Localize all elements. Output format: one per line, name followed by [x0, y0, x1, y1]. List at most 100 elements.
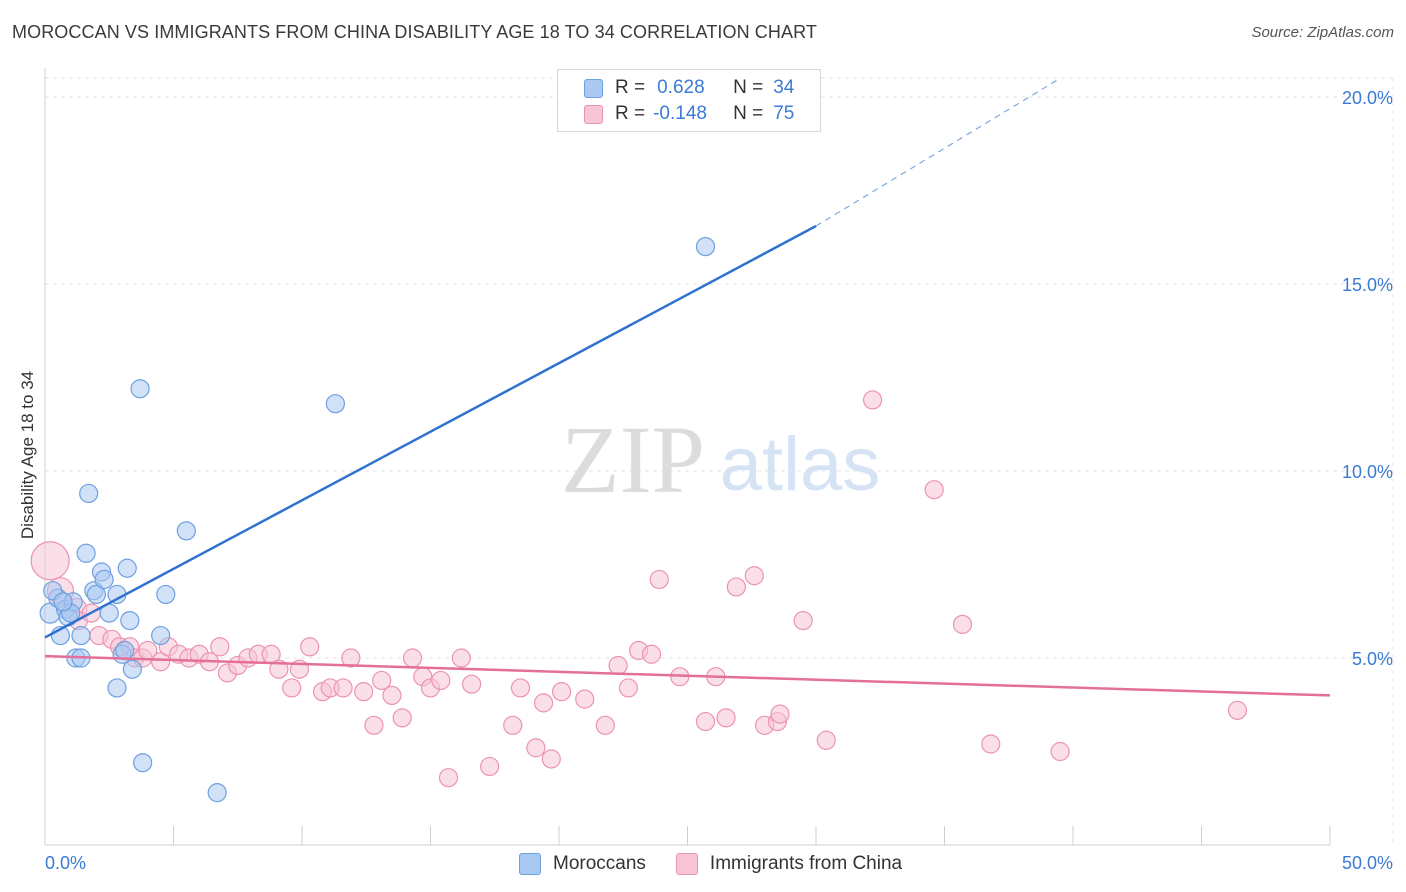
immigrants-from-china-point — [462, 674, 482, 694]
immigrants-from-china-point — [1227, 700, 1248, 720]
series-legend: Moroccans Immigrants from China — [519, 851, 932, 877]
legend-swatch-moroccans — [584, 78, 603, 98]
immigrants-from-china-point — [438, 768, 459, 788]
immigrants-from-china-point — [451, 648, 471, 668]
legend-r-value: 0.628 — [657, 77, 705, 98]
x-tick-label: 0.0% — [45, 853, 86, 873]
y-tick-label: 5.0% — [1352, 649, 1393, 669]
moroccans-point — [207, 783, 227, 803]
immigrants-from-china-point — [695, 711, 716, 732]
legend-label-moroccans: Moroccans — [553, 853, 646, 874]
legend-n-value: 75 — [773, 103, 795, 124]
legend-r-label: R = — [615, 77, 646, 98]
immigrants-from-china-point — [618, 678, 638, 698]
legend-swatch-immigrants-from-china — [675, 853, 698, 875]
immigrants-from-china-point — [269, 659, 289, 679]
immigrants-from-china-point — [533, 693, 554, 713]
moroccans-point — [86, 584, 107, 605]
moroccans-point — [130, 379, 150, 399]
trend-lines — [44, 77, 1331, 697]
legend-swatch-moroccans — [519, 853, 541, 875]
immigrants-from-china-point — [300, 637, 320, 657]
immigrants-from-china-point — [151, 652, 171, 672]
immigrants-from-china-point — [210, 637, 230, 657]
immigrants-from-china-point — [503, 715, 523, 735]
y-tick-labels: 5.0% 10.0% 15.0% 20.0% — [1342, 88, 1393, 669]
legend-r-value: -0.148 — [653, 103, 707, 124]
immigrants-from-china-point — [333, 678, 353, 698]
moroccans-trend-line — [44, 224, 817, 639]
immigrants-from-china-point — [981, 734, 1001, 754]
source-label: Source: ZipAtlas.com — [1251, 24, 1394, 41]
immigrants-from-china-point — [716, 708, 736, 728]
watermark-zip: ZIP — [561, 406, 705, 513]
moroccans-point — [122, 659, 142, 679]
immigrants-from-china-point — [816, 730, 836, 750]
immigrants-from-china-point — [372, 670, 392, 691]
moroccans-point — [115, 640, 135, 661]
immigrants-from-china-point — [364, 715, 384, 735]
immigrants-from-china-point — [282, 678, 302, 698]
x-tick-label: 50.0% — [1342, 853, 1393, 873]
immigrants-from-china-trend-line — [44, 654, 1331, 697]
immigrants-from-china-point — [392, 708, 412, 728]
immigrants-from-china-point — [541, 749, 561, 769]
immigrants-from-china-point — [402, 648, 423, 668]
moroccans-point — [107, 678, 127, 698]
immigrants-from-china-point — [354, 682, 374, 702]
watermark-atlas: atlas — [720, 422, 881, 507]
moroccans-point — [695, 237, 716, 257]
y-tick-label: 15.0% — [1342, 275, 1393, 295]
immigrants-from-china-point — [341, 648, 361, 668]
legend-row-moroccans: R = 0.628 N = 34 — [584, 77, 794, 99]
immigrants-from-china-point — [480, 756, 500, 777]
moroccans-point — [120, 610, 140, 631]
immigrants-from-china-point — [1050, 741, 1070, 762]
y-axis-title: Disability Age 18 to 34 — [18, 370, 37, 540]
immigrants-from-china-point — [431, 670, 451, 691]
immigrants-from-china-point — [726, 577, 746, 597]
immigrants-from-china-point — [526, 738, 546, 758]
chart-title: MOROCCAN VS IMMIGRANTS FROM CHINA DISABI… — [12, 22, 817, 42]
moroccans-point — [94, 569, 114, 590]
legend-swatch-immigrants-from-china — [584, 104, 603, 124]
moroccans-point — [117, 558, 137, 578]
legend-n-label: N = — [733, 103, 764, 124]
immigrants-from-china-point — [793, 610, 813, 631]
legend-n-value: 34 — [773, 77, 795, 98]
immigrants-from-china-point — [608, 655, 628, 676]
legend-item-immigrants-from-china[interactable]: Immigrants from China — [675, 853, 903, 875]
immigrants-from-china-point — [575, 689, 595, 709]
moroccans-trend-extension — [815, 77, 1061, 227]
immigrants-from-china-point — [382, 685, 402, 706]
legend-r-label: R = — [615, 103, 646, 124]
immigrants-from-china-point — [641, 644, 662, 664]
moroccans-point — [76, 543, 96, 563]
legend-label-immigrants-from-china: Immigrants from China — [709, 853, 903, 874]
immigrants-from-china-point — [744, 566, 764, 586]
moroccans-point — [176, 521, 196, 541]
moroccans-point — [156, 584, 176, 605]
moroccans-point — [71, 625, 91, 646]
moroccans-point — [53, 592, 73, 612]
moroccans-point — [133, 753, 153, 773]
legend-n-label: N = — [733, 77, 764, 98]
immigrants-from-china-point — [30, 541, 70, 581]
legend-row-immigrants-from-china: R = -0.148 N = 75 — [584, 103, 794, 125]
watermark: ZIP atlas — [561, 406, 880, 513]
x-tick-labels: 0.0% 50.0% — [45, 853, 1393, 873]
moroccans-point — [79, 483, 99, 504]
immigrants-from-china-point — [952, 614, 973, 634]
immigrants-from-china-point — [649, 569, 669, 590]
immigrants-from-china-point — [595, 715, 615, 735]
immigrants-from-china-point — [924, 480, 944, 500]
immigrants-from-china-point — [862, 390, 883, 410]
moroccans-point — [325, 394, 346, 414]
legend-item-moroccans[interactable]: Moroccans — [519, 853, 646, 875]
moroccans-point — [151, 625, 171, 646]
immigrants-from-china-point — [510, 678, 531, 698]
y-tick-label: 10.0% — [1342, 462, 1393, 482]
y-tick-label: 20.0% — [1342, 88, 1393, 108]
immigrants-from-china-point — [770, 704, 790, 724]
